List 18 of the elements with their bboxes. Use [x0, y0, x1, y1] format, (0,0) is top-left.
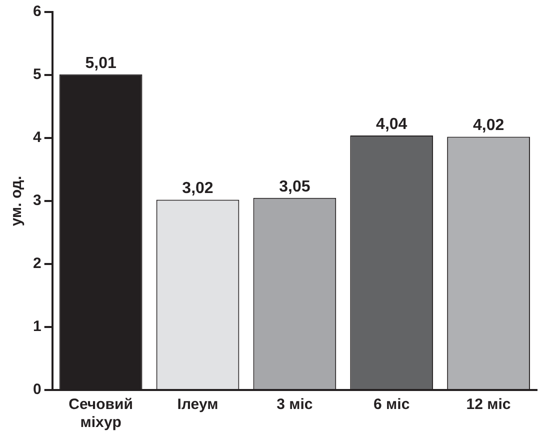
data-label: 3,02	[182, 180, 214, 198]
x-tick-label: 3 міс	[276, 396, 313, 414]
x-tick-label: Ілеум	[177, 396, 218, 414]
y-tick-label: 4	[33, 129, 42, 146]
x-tick-label: 12 міс	[466, 396, 511, 414]
y-tick-label: 1	[33, 318, 42, 336]
data-label: 4,02	[472, 117, 504, 134]
y-tick-label: 0	[33, 381, 42, 398]
data-label: 3,05	[279, 178, 310, 196]
y-axis-title: ум. од.	[8, 176, 26, 226]
x-tick-label: Сечовий міхур	[68, 396, 133, 432]
y-tick-label: 2	[33, 255, 42, 272]
y-tick-label: 6	[33, 3, 42, 20]
data-label: 5,01	[85, 54, 116, 72]
y-tick-label: 5	[33, 66, 42, 84]
data-label: 4,04	[376, 116, 408, 133]
y-tick-label: 3	[33, 192, 42, 210]
x-tick-label: 6 міс	[374, 396, 410, 414]
